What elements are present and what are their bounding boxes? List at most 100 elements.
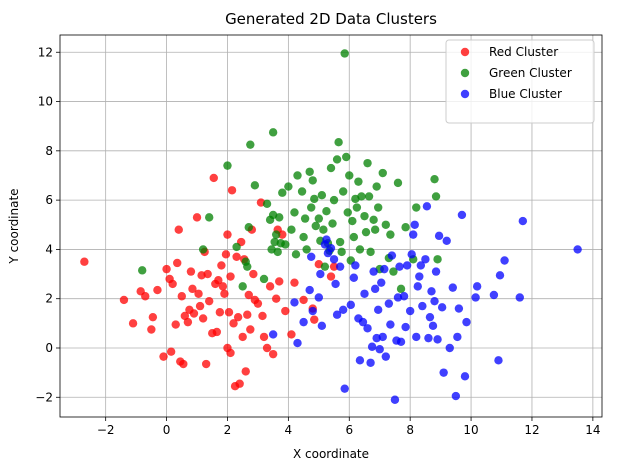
data-point [410, 220, 419, 229]
data-point [308, 176, 317, 185]
series-1 [80, 173, 339, 391]
data-point [232, 242, 241, 252]
data-point [243, 262, 252, 271]
data-point [205, 213, 214, 222]
data-point [233, 312, 243, 322]
data-point [373, 305, 383, 314]
data-point [495, 271, 505, 280]
y-tick-label: 6 [45, 193, 53, 207]
data-point [238, 282, 247, 291]
data-point [367, 342, 377, 351]
data-point [317, 190, 327, 200]
data-point [171, 320, 180, 329]
data-point [271, 294, 281, 303]
data-point [387, 251, 397, 260]
data-point [360, 289, 369, 298]
data-point [349, 273, 359, 282]
data-point [314, 293, 324, 302]
legend: Red Cluster Green Cluster Blue Cluster [445, 39, 595, 124]
data-point [573, 245, 582, 254]
legend-marker [460, 68, 470, 78]
data-point [232, 252, 241, 262]
data-point [329, 255, 339, 264]
data-point [369, 215, 378, 225]
data-point [229, 319, 238, 328]
data-point [320, 262, 330, 271]
data-point [386, 320, 395, 329]
data-point [378, 168, 387, 178]
data-point [412, 203, 421, 212]
legend-marker [460, 89, 470, 99]
data-point [380, 264, 389, 274]
data-point [159, 352, 168, 361]
data-point [148, 312, 158, 322]
data-point [224, 308, 234, 317]
data-point [223, 230, 232, 239]
data-point [212, 327, 222, 337]
data-point [244, 290, 253, 300]
data-point [366, 358, 375, 367]
data-point [342, 152, 351, 162]
data-point [396, 337, 406, 347]
data-point [174, 225, 183, 234]
data-point [119, 295, 129, 305]
data-point [454, 304, 464, 313]
y-tick-label: 12 [38, 45, 53, 59]
data-point [307, 252, 316, 262]
data-point [186, 267, 196, 276]
data-point [366, 247, 375, 257]
data-point [244, 223, 253, 232]
data-point [427, 287, 436, 296]
data-point [322, 235, 331, 244]
data-point [332, 155, 342, 164]
data-point [299, 232, 308, 242]
data-point [439, 368, 448, 377]
data-point [377, 278, 386, 287]
series-3 [268, 202, 582, 404]
data-point [407, 250, 416, 259]
data-point [332, 310, 342, 319]
data-point [238, 332, 247, 342]
data-point [337, 247, 346, 257]
x-tick-label: 4 [285, 423, 293, 437]
data-point [243, 310, 252, 319]
data-point [370, 284, 380, 294]
data-point [386, 230, 395, 239]
data-point [194, 289, 203, 298]
data-point [422, 202, 432, 211]
legend-label: Red Cluster [489, 45, 558, 59]
data-point [138, 266, 147, 275]
data-point [268, 330, 278, 339]
data-point [147, 325, 156, 334]
data-point [189, 309, 199, 318]
data-point [278, 188, 287, 197]
data-point [128, 319, 138, 328]
legend-label: Blue Cluster [489, 87, 562, 101]
data-point [416, 261, 426, 270]
data-point [290, 278, 299, 287]
data-point [314, 214, 324, 223]
data-point [141, 292, 150, 301]
data-point [195, 301, 205, 311]
data-point [335, 262, 345, 271]
data-point [375, 345, 384, 354]
data-point [235, 379, 244, 388]
data-point [293, 338, 302, 348]
data-point [442, 236, 451, 245]
data-point [241, 367, 250, 376]
data-point [494, 356, 503, 365]
data-point [284, 182, 293, 191]
data-point [405, 306, 415, 316]
data-point [281, 306, 290, 316]
data-point [363, 324, 372, 333]
data-point [307, 203, 316, 212]
y-tick-label: 0 [45, 341, 53, 355]
x-tick-label: 2 [224, 423, 232, 437]
data-point [453, 332, 462, 342]
data-point [319, 225, 328, 234]
data-point [221, 250, 231, 259]
data-point [287, 225, 296, 234]
data-point [322, 207, 331, 216]
data-point [217, 261, 226, 270]
